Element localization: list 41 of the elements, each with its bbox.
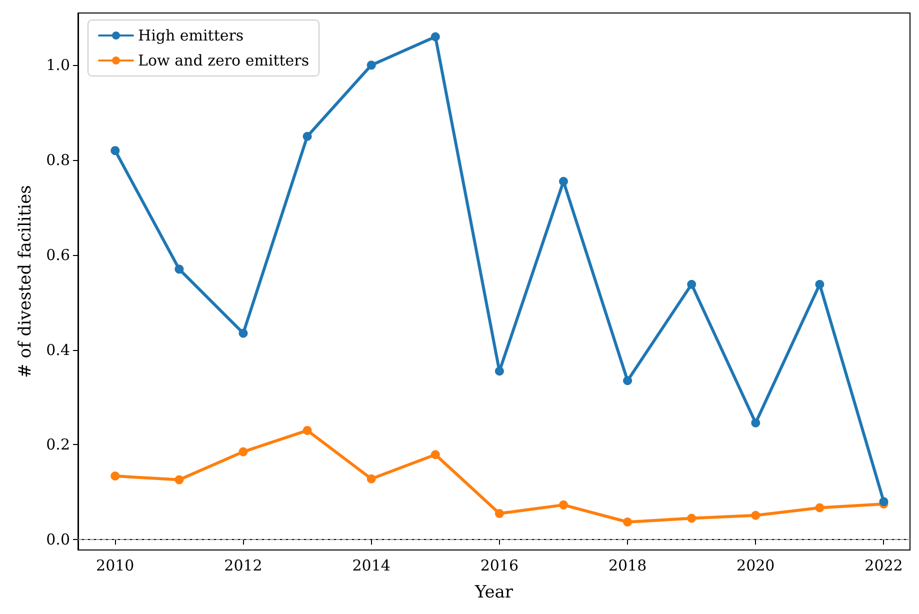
point [623,518,632,527]
point [751,418,760,428]
y-axis-title: # of divested facilities [16,185,36,378]
point [687,280,696,289]
point [687,514,696,523]
point [110,472,120,480]
point [559,176,568,186]
x-axis-title: Year [474,582,514,602]
y-tick-label: 0.4 [46,340,70,359]
y-tick-label: 0.0 [46,530,70,549]
x-tick-label: 2020 [736,556,775,574]
x-tick-label: 2014 [352,556,390,574]
x-tick-label: 2022 [864,556,903,574]
point [302,426,312,435]
point [559,500,568,510]
point [815,503,824,512]
point [494,508,504,518]
point [366,474,376,484]
point [815,280,824,289]
x-tick-label: 2016 [480,556,519,574]
point [494,366,504,376]
x-tick-label: 2012 [224,556,262,574]
point [238,447,248,456]
y-tick-label: 1.0 [46,56,70,74]
legend-label: High emitters [138,26,244,44]
point [623,376,632,386]
point [174,264,184,274]
point [174,475,184,484]
point [751,510,760,520]
point [302,132,312,141]
point [430,32,440,42]
y-tick-label: 0.2 [46,436,70,454]
point [430,450,440,460]
point [110,146,120,156]
legend-label: Low and zero emitters [138,52,310,70]
y-tick-label: 0.8 [46,151,70,170]
point [238,328,248,338]
y-tick-label: 0.6 [46,246,70,264]
x-tick-label: 2018 [608,556,647,574]
x-tick-label: 2010 [96,556,134,574]
point [366,60,376,70]
